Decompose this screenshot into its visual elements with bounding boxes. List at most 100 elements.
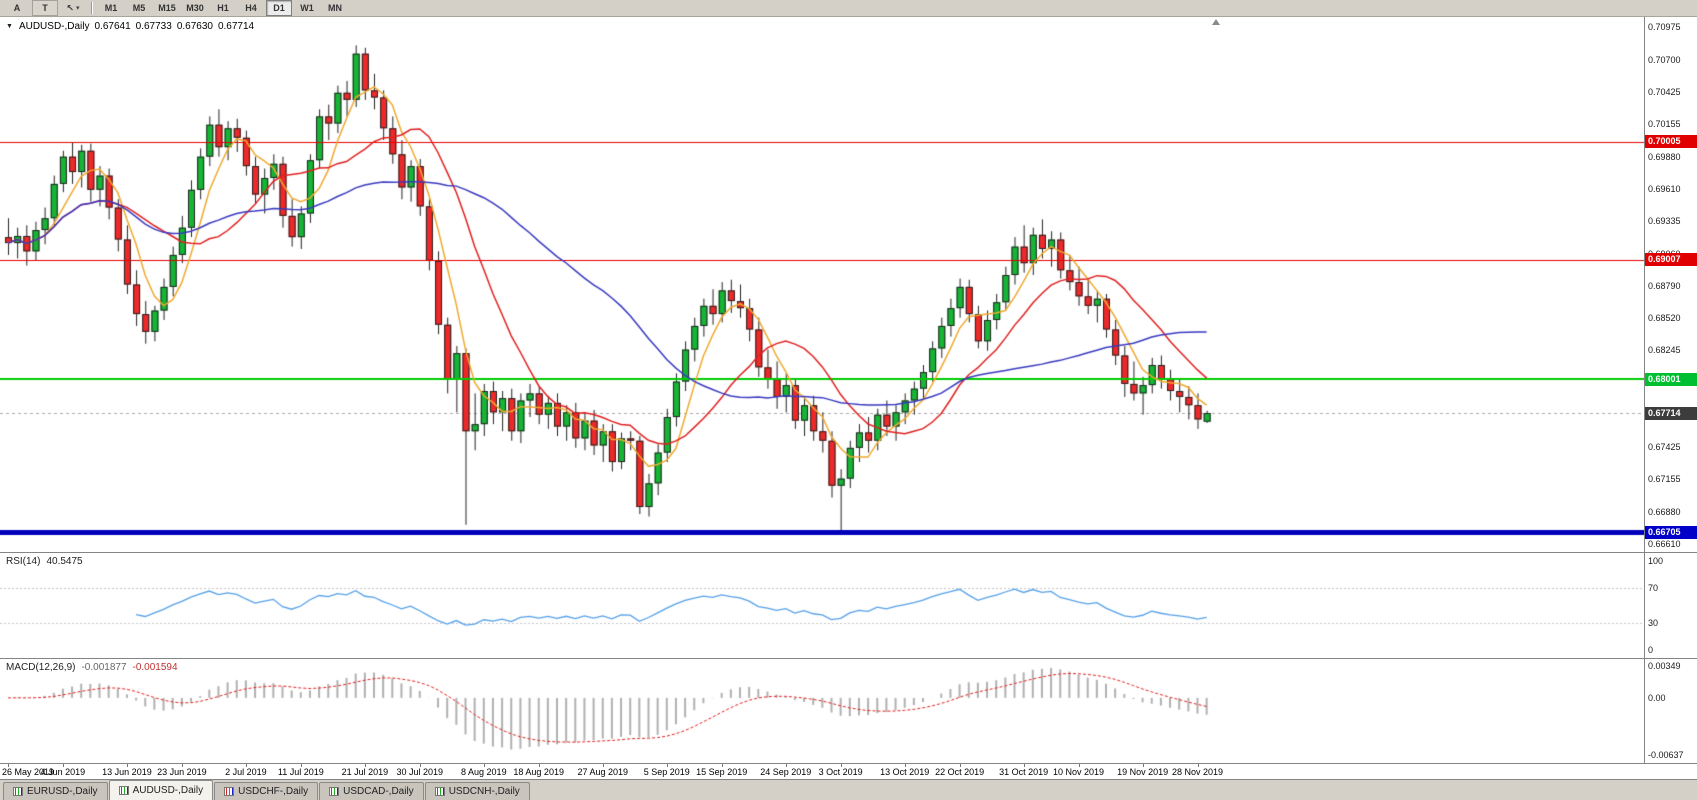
price-level-badge: 0.66705 <box>1645 525 1697 539</box>
macd-axis-label: -0.00637 <box>1648 750 1684 761</box>
price-chart-panel: ▼ AUDUSD-,Daily 0.67641 0.67733 0.67630 … <box>0 17 1697 553</box>
chart-tab-icon <box>224 787 235 796</box>
price-axis-label: 0.68520 <box>1648 312 1681 323</box>
time-axis-label: 8 Aug 2019 <box>461 767 507 777</box>
price-axis-label: 0.67425 <box>1648 442 1681 453</box>
cursor-icon: ↖ <box>66 2 75 13</box>
time-axis-tick <box>785 764 787 767</box>
time-axis-label: 23 Jun 2019 <box>157 767 207 777</box>
macd-canvas[interactable] <box>0 659 1644 763</box>
price-axis-label: 0.68790 <box>1648 280 1681 291</box>
cursor-tool-button[interactable]: ↖ ▾ <box>60 0 86 16</box>
rsi-axis-label: 70 <box>1648 582 1659 593</box>
price-axis-label: 0.70975 <box>1648 22 1681 33</box>
chart-tab-label: AUDUSD-,Daily <box>132 785 204 796</box>
price-chart-canvas[interactable] <box>0 17 1644 552</box>
chart-tab-label: USDCAD-,Daily <box>343 786 414 797</box>
chart-tab-usdcad[interactable]: USDCAD-,Daily <box>319 782 424 800</box>
chart-tab-usdcnh[interactable]: USDCNH-,Daily <box>424 782 530 800</box>
timeframe-button-w1[interactable]: W1 <box>300 3 314 13</box>
time-axis-tick <box>300 764 302 767</box>
chart-shift-marker-icon <box>1212 19 1220 25</box>
timeframe-button-m5[interactable]: M5 <box>132 3 146 13</box>
chart-tab-icon <box>434 787 445 796</box>
timeframe-button-h4[interactable]: H4 <box>245 3 257 13</box>
time-axis-label: 3 Oct 2019 <box>818 767 863 777</box>
time-axis-label: 5 Sep 2019 <box>643 767 690 777</box>
time-axis-tick <box>1142 764 1144 767</box>
time-axis-label: 27 Aug 2019 <box>577 767 629 777</box>
ohlc-low-value: 0.67630 <box>176 21 213 32</box>
macd-signal-value: -0.001594 <box>132 662 178 673</box>
time-axis-tick <box>245 764 247 767</box>
timeframe-button-m15[interactable]: M15 <box>158 3 176 13</box>
price-axis-label: 0.70700 <box>1648 54 1681 65</box>
time-axis-label: 11 Jul 2019 <box>277 767 324 777</box>
rsi-label: RSI(14) <box>6 556 41 567</box>
rsi-axis-label: 100 <box>1648 556 1664 566</box>
price-level-badge: 0.67714 <box>1645 406 1697 420</box>
price-axis-label: 0.66880 <box>1648 506 1681 517</box>
chart-tab-eurusd[interactable]: EURUSD-,Daily <box>3 782 108 800</box>
time-axis-label: 13 Oct 2019 <box>880 767 930 777</box>
macd-axis-label: 0.00 <box>1648 692 1666 703</box>
rsi-axis-label: 30 <box>1648 618 1659 629</box>
rsi-axis-label: 0 <box>1648 645 1654 655</box>
time-axis-tick <box>602 764 604 767</box>
time-axis-label: 30 Jul 2019 <box>396 767 444 777</box>
price-axis-label: 0.70155 <box>1648 119 1681 130</box>
time-axis-label: 28 Nov 2019 <box>1171 767 1224 777</box>
ohlc-high-value: 0.67733 <box>135 21 172 32</box>
chart-tab-label: EURUSD-,Daily <box>27 786 98 797</box>
rsi-canvas[interactable] <box>0 553 1644 658</box>
time-axis-tick <box>8 764 9 767</box>
macd-label: MACD(12,26,9) <box>6 662 76 673</box>
chart-tab-audusd[interactable]: AUDUSD-,Daily <box>108 780 214 800</box>
chart-tab-icon <box>329 787 340 796</box>
chart-tab-usdchf[interactable]: USDCHF-,Daily <box>214 782 319 800</box>
macd-axis[interactable]: 0.00349 0.00 -0.00637 <box>1644 659 1697 763</box>
chart-tab-icon <box>13 787 23 796</box>
time-axis-label: 2 Jul 2019 <box>225 767 267 777</box>
price-level-badge: 0.69007 <box>1645 253 1697 267</box>
timeframe-button-m30[interactable]: M30 <box>186 3 204 13</box>
dropdown-caret-icon: ▾ <box>76 5 80 12</box>
time-axis-label: 18 Aug 2019 <box>513 767 564 777</box>
time-axis-label: 10 Nov 2019 <box>1053 767 1105 777</box>
price-level-badge: 0.68001 <box>1645 372 1697 386</box>
time-axis-tick <box>126 764 128 767</box>
time-axis-tick <box>721 764 723 767</box>
timeframe-button-mn[interactable]: MN <box>328 3 342 13</box>
ohlc-close-value: 0.67714 <box>217 21 255 32</box>
rsi-header: RSI(14) 40.5475 <box>6 556 83 567</box>
timeframe-button-h1[interactable]: H1 <box>217 3 229 13</box>
time-axis-tick <box>1023 764 1025 767</box>
macd-panel: MACD(12,26,9) -0.001877 -0.001594 0.0034… <box>0 659 1697 764</box>
time-axis-label: 22 Oct 2019 <box>935 767 985 777</box>
rsi-panel: RSI(14) 40.5475 100 70 30 0 <box>0 553 1697 659</box>
chart-tabs-bar: EURUSD-,Daily AUDUSD-,Daily USDCHF-,Daily U… <box>0 780 1697 800</box>
price-axis-label: 0.67155 <box>1648 474 1681 485</box>
time-axis[interactable]: 26 May 2019 4 Jun 2019 13 Jun 2019 23 Jun 2… <box>0 764 1697 780</box>
price-axis-label: 0.66610 <box>1648 538 1681 549</box>
text-tool-button[interactable]: T <box>32 0 58 16</box>
timeframe-button-d1[interactable]: D1 <box>266 0 292 16</box>
ohlc-open-value: 0.67641 <box>94 21 131 32</box>
chart-menu-icon: ▼ <box>6 23 13 30</box>
macd-header: MACD(12,26,9) -0.001877 -0.001594 <box>6 662 178 673</box>
annotation-tool-button[interactable]: A <box>13 3 21 13</box>
time-axis-label: 21 Jul 2019 <box>341 767 389 777</box>
chart-title: ▼ AUDUSD-,Daily 0.67641 0.67733 0.67630 … <box>6 21 254 32</box>
time-axis-tick <box>904 764 906 767</box>
time-axis-tick <box>483 764 485 767</box>
time-axis-label: 31 Oct 2019 <box>999 767 1049 777</box>
price-axis[interactable]: 0.70975 0.70700 0.70425 0.70155 0.69880 0.696… <box>1644 17 1697 552</box>
rsi-axis[interactable]: 100 70 30 0 <box>1644 553 1697 658</box>
price-axis-label: 0.69610 <box>1648 183 1681 194</box>
chart-tab-label: USDCNH-,Daily <box>448 786 520 797</box>
macd-main-value: -0.001877 <box>81 662 127 673</box>
timeframe-button-m1[interactable]: M1 <box>104 3 118 13</box>
time-axis-tick <box>666 764 668 767</box>
rsi-value: 40.5475 <box>46 556 83 567</box>
